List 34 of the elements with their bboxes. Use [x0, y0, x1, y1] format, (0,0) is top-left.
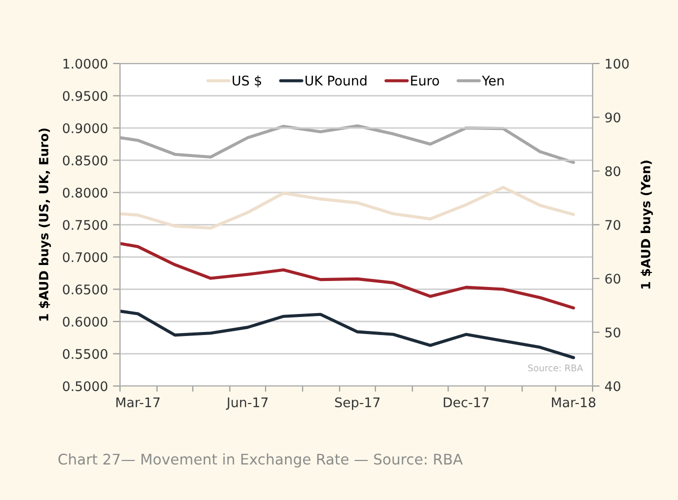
- y2-tick-label: 60: [605, 274, 620, 284]
- x-tick-label: Sep-17: [335, 397, 380, 410]
- line-series: [120, 310, 576, 360]
- x-tick-label: Dec-17: [444, 398, 488, 408]
- y-tick-label: 0.5500: [62, 348, 108, 359]
- y-tick-label: 1.0000: [63, 58, 108, 69]
- y2-tick-label: 50: [605, 327, 620, 338]
- y2-tick-label: 100: [606, 58, 629, 69]
- y-tick-label: 0.7500: [62, 220, 108, 230]
- y-tick-label: 0.5000: [62, 381, 108, 392]
- y-tick-label: 0.6500: [62, 284, 108, 294]
- line-series: [120, 242, 576, 310]
- y-tick-label: 0.8000: [62, 188, 108, 198]
- legend-label: UK Pound: [306, 75, 366, 86]
- y2-tick-label: 80: [605, 166, 620, 176]
- legend-label: US $: [232, 75, 262, 88]
- x-tick-label: Mar-17: [116, 398, 160, 408]
- y2-tick-label: 90: [605, 112, 620, 122]
- x-tick-label: Jun-17: [226, 398, 268, 410]
- y-tick-label: 0.8500: [62, 155, 108, 166]
- y-tick-label: 0.6000: [62, 316, 108, 327]
- y-tick-label: 0.7000: [62, 252, 108, 262]
- y2-axis-title: 1 $AUD buys (Yen): [640, 160, 653, 289]
- y-tick-label: 0.9000: [62, 123, 108, 134]
- legend-label: Yen: [482, 76, 504, 86]
- y-tick-label: 0.9500: [62, 90, 108, 101]
- annotation: Source: RBA: [528, 364, 584, 372]
- y2-tick-label: 70: [605, 220, 620, 230]
- x-tick-label: Mar-18: [552, 397, 596, 408]
- line-series: [120, 186, 576, 230]
- y2-tick-label: 40: [605, 381, 620, 392]
- y-axis-title: 1 $AUD buys (US, UK, Euro): [38, 128, 51, 321]
- caption: Chart 27— Movement in Exchange Rate — Source: RBA: [58, 453, 463, 468]
- legend-label: Euro: [411, 76, 439, 86]
